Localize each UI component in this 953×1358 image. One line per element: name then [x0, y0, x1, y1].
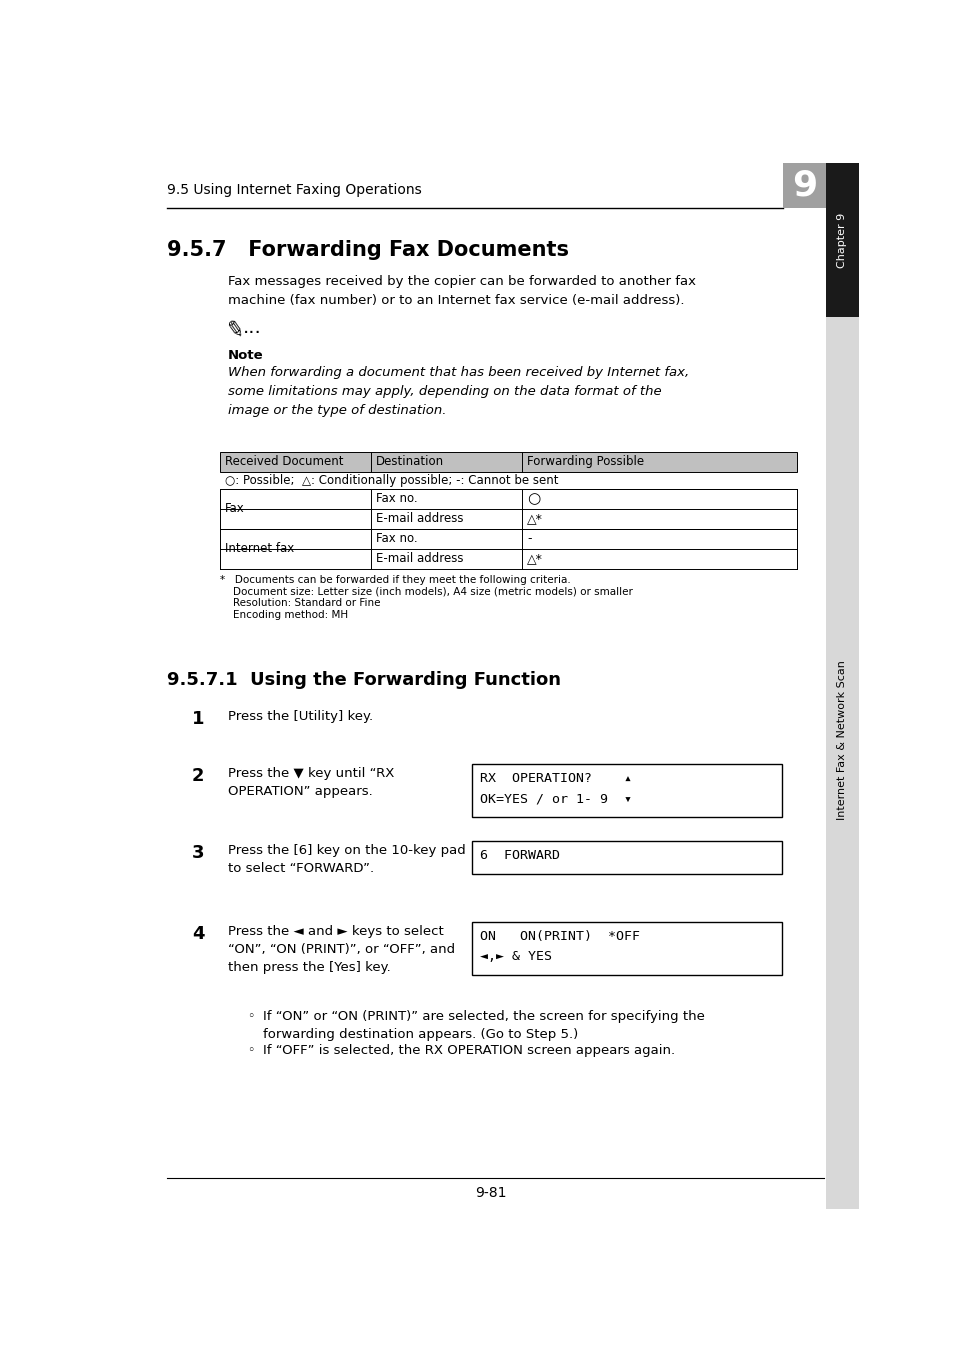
- Text: Fax no.: Fax no.: [375, 492, 417, 505]
- Text: 9.5.7.1  Using the Forwarding Function: 9.5.7.1 Using the Forwarding Function: [167, 671, 560, 689]
- Text: 9.5.7   Forwarding Fax Documents: 9.5.7 Forwarding Fax Documents: [167, 240, 569, 259]
- Text: Forwarding Possible: Forwarding Possible: [526, 455, 643, 469]
- Text: When forwarding a document that has been received by Internet fax,
some limitati: When forwarding a document that has been…: [228, 367, 688, 417]
- Text: ○: Possible;  △: Conditionally possible; -: Cannot be sent: ○: Possible; △: Conditionally possible; …: [224, 474, 558, 486]
- Text: 6  FORWARD: 6 FORWARD: [479, 849, 559, 862]
- Text: E-mail address: E-mail address: [375, 512, 463, 526]
- Text: Press the ▼ key until “RX
OPERATION” appears.: Press the ▼ key until “RX OPERATION” app…: [228, 767, 394, 799]
- Bar: [220, 489, 797, 528]
- Bar: [472, 765, 781, 816]
- Text: Chapter 9: Chapter 9: [837, 212, 846, 268]
- Text: -: -: [526, 532, 531, 545]
- Text: If “ON” or “ON (PRINT)” are selected, the screen for specifying the
forwarding d: If “ON” or “ON (PRINT)” are selected, th…: [262, 1010, 703, 1042]
- Text: Press the ◄ and ► keys to select
“ON”, “ON (PRINT)”, or “OFF”, and
then press th: Press the ◄ and ► keys to select “ON”, “…: [228, 925, 455, 974]
- Text: ○: ○: [526, 492, 539, 507]
- Text: OK=YES / or 1- 9  ▾: OK=YES / or 1- 9 ▾: [479, 792, 631, 805]
- Text: ON   ON(PRINT)  *OFF: ON ON(PRINT) *OFF: [479, 930, 639, 942]
- Text: ···: ···: [243, 325, 262, 344]
- Text: Internet Fax & Network Scan: Internet Fax & Network Scan: [837, 660, 846, 820]
- Text: 1: 1: [192, 710, 204, 728]
- Text: E-mail address: E-mail address: [375, 553, 463, 565]
- Text: 9-81: 9-81: [475, 1187, 506, 1200]
- Bar: [825, 316, 858, 1209]
- Text: ✎: ✎: [224, 319, 246, 342]
- Text: 9.5 Using Internet Faxing Operations: 9.5 Using Internet Faxing Operations: [167, 183, 421, 197]
- Text: Document size: Letter size (inch models), A4 size (metric models) or smaller: Document size: Letter size (inch models)…: [220, 587, 632, 596]
- Text: 2: 2: [192, 767, 204, 785]
- Text: 9: 9: [792, 168, 817, 202]
- Text: Resolution: Standard or Fine: Resolution: Standard or Fine: [220, 598, 380, 608]
- Bar: [220, 452, 797, 471]
- Text: △*: △*: [526, 553, 542, 565]
- Bar: [825, 163, 858, 316]
- Text: Fax no.: Fax no.: [375, 532, 417, 545]
- Text: ◦: ◦: [247, 1010, 254, 1023]
- Text: Internet fax: Internet fax: [224, 542, 294, 555]
- Text: Fax: Fax: [224, 502, 244, 515]
- Bar: [220, 528, 797, 569]
- Text: Note: Note: [228, 349, 263, 363]
- Text: Encoding method: MH: Encoding method: MH: [220, 610, 348, 619]
- Text: If “OFF” is selected, the RX OPERATION screen appears again.: If “OFF” is selected, the RX OPERATION s…: [262, 1044, 674, 1057]
- Text: Press the [6] key on the 10-key pad
to select “FORWARD”.: Press the [6] key on the 10-key pad to s…: [228, 845, 465, 876]
- Text: Press the [Utility] key.: Press the [Utility] key.: [228, 710, 373, 722]
- Text: Fax messages received by the copier can be forwarded to another fax
machine (fax: Fax messages received by the copier can …: [228, 274, 695, 307]
- Bar: [781, 163, 827, 208]
- Text: △*: △*: [526, 512, 542, 526]
- Text: Received Document: Received Document: [224, 455, 343, 469]
- Text: 4: 4: [192, 925, 204, 944]
- Bar: [472, 842, 781, 873]
- Text: ◦: ◦: [247, 1044, 254, 1057]
- Text: Destination: Destination: [375, 455, 443, 469]
- Bar: [472, 922, 781, 975]
- Text: *   Documents can be forwarded if they meet the following criteria.: * Documents can be forwarded if they mee…: [220, 574, 570, 585]
- Text: RX  OPERATION?    ▴: RX OPERATION? ▴: [479, 773, 631, 785]
- Text: ◄,► & YES: ◄,► & YES: [479, 949, 551, 963]
- Text: 3: 3: [192, 845, 204, 862]
